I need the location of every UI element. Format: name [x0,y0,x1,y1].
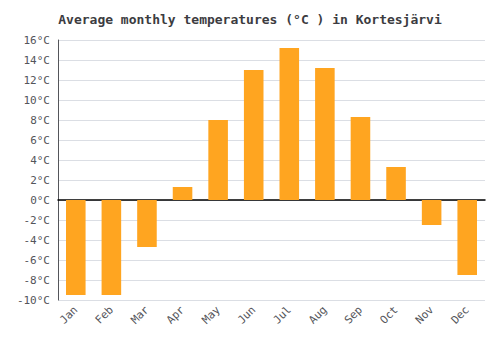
svg-text:Average monthly temperatures (: Average monthly temperatures (°C ) in Ko… [58,12,442,27]
svg-text:-8°C: -8°C [24,274,51,287]
svg-text:Feb: Feb [93,303,116,326]
svg-text:Sep: Sep [342,303,365,326]
svg-text:May: May [199,303,222,326]
svg-text:Jan: Jan [57,303,80,326]
svg-text:8°C: 8°C [30,114,50,127]
svg-text:4°C: 4°C [30,154,50,167]
svg-text:Jun: Jun [235,303,258,326]
svg-text:12°C: 12°C [24,74,51,87]
svg-text:10°C: 10°C [24,94,51,107]
svg-text:Aug: Aug [306,303,329,326]
svg-text:Apr: Apr [164,303,187,326]
svg-text:Mar: Mar [128,303,151,326]
svg-text:Nov: Nov [413,303,436,326]
svg-text:16°C: 16°C [24,34,51,47]
svg-text:0°C: 0°C [30,194,50,207]
svg-text:-6°C: -6°C [24,254,51,267]
svg-text:Oct: Oct [377,303,400,326]
svg-text:6°C: 6°C [30,134,50,147]
svg-text:2°C: 2°C [30,174,50,187]
svg-text:Jul: Jul [271,303,294,326]
svg-text:-4°C: -4°C [24,234,51,247]
svg-text:-10°C: -10°C [17,294,50,307]
svg-text:-2°C: -2°C [24,214,51,227]
svg-text:Dec: Dec [449,303,472,326]
svg-text:14°C: 14°C [24,54,51,67]
